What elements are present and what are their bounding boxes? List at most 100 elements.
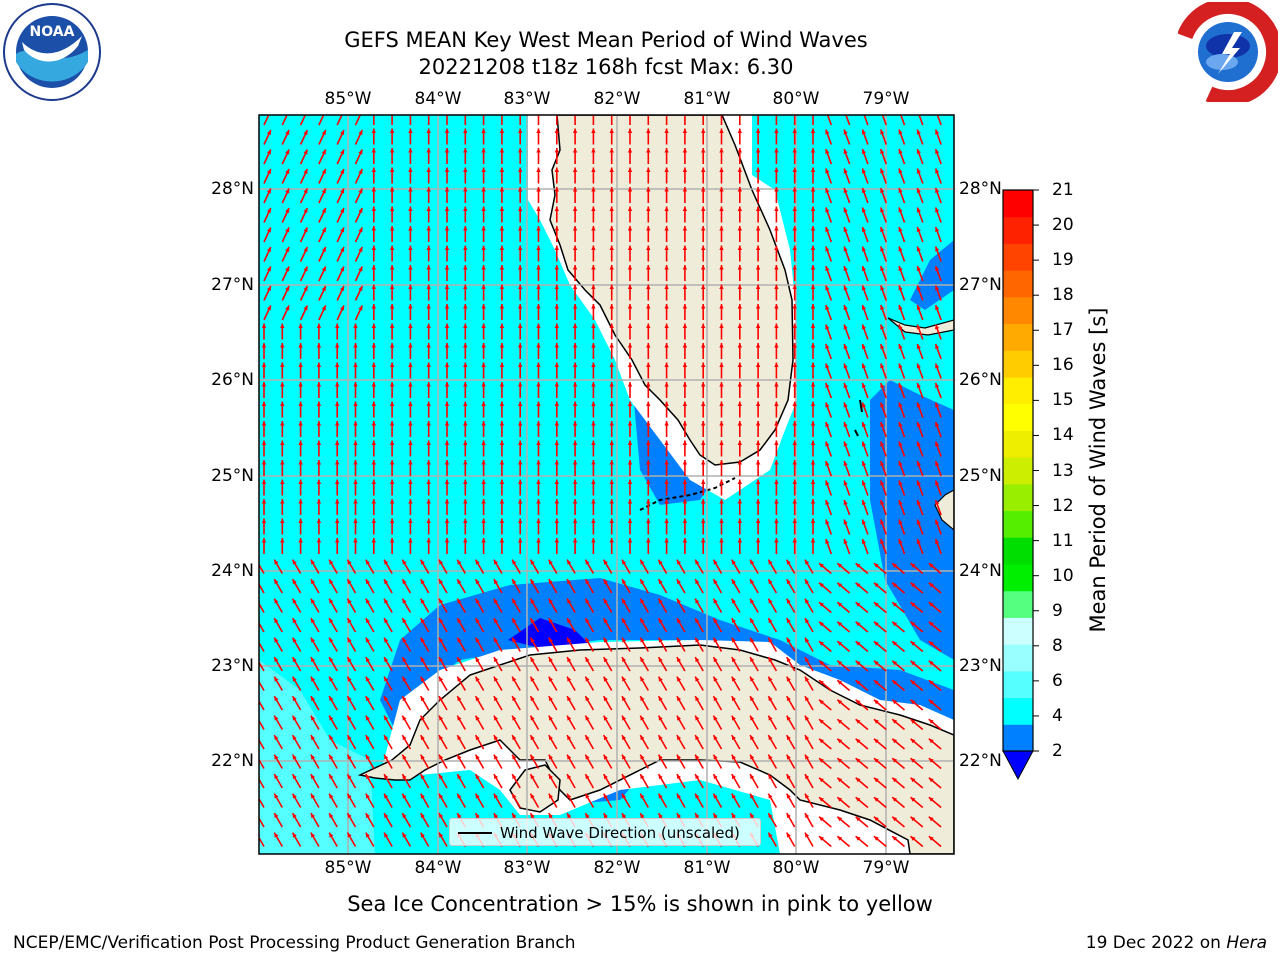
- direction-arrow-head: [353, 382, 358, 387]
- lat-tick-label-left: 22°N: [211, 751, 254, 771]
- direction-arrow-head: [321, 305, 326, 311]
- direction-arrow-head: [737, 362, 742, 368]
- direction-arrow-head: [493, 715, 499, 721]
- direction-arrow-head: [819, 602, 824, 607]
- direction-arrow-head: [554, 382, 559, 387]
- direction-arrow-head: [861, 480, 867, 486]
- direction-arrow-head: [737, 421, 742, 426]
- direction-arrow-head: [457, 754, 462, 760]
- direction-arrow-head: [512, 559, 517, 565]
- direction-arrow-head: [298, 343, 303, 348]
- ocean-field-light: [259, 660, 375, 854]
- direction-arrow-head: [861, 343, 867, 349]
- direction-arrow-head: [774, 499, 779, 504]
- direction-arrow-head: [774, 479, 779, 485]
- direction-arrow-head: [548, 813, 553, 819]
- direction-arrow-head: [292, 696, 297, 702]
- direction-arrow-head: [353, 479, 358, 485]
- direction-arrow-head: [713, 735, 718, 741]
- direction-arrow-head: [402, 696, 407, 702]
- direction-arrow-head: [444, 206, 450, 212]
- direction-arrow-head: [499, 518, 505, 524]
- direction-arrow-head: [892, 719, 898, 724]
- direction-arrow-head: [389, 206, 395, 212]
- direction-arrow-head: [292, 774, 297, 780]
- colorbar-segment: [1003, 216, 1033, 244]
- direction-arrow-head: [603, 696, 608, 702]
- direction-arrow-head: [408, 284, 413, 290]
- direction-arrow-head: [439, 735, 444, 741]
- direction-arrow-head: [861, 402, 867, 408]
- direction-arrow-head: [329, 793, 334, 799]
- direction-arrow-head: [737, 226, 742, 231]
- lat-tick-label-left: 28°N: [211, 179, 254, 199]
- colorbar-segment: [1003, 510, 1033, 538]
- direction-arrow-head: [768, 793, 773, 799]
- direction-arrow-head: [292, 657, 297, 663]
- direction-arrow: [281, 115, 288, 126]
- direction-arrow-head: [805, 715, 810, 721]
- direction-arrow-head: [457, 598, 462, 604]
- direction-arrow-head: [567, 774, 572, 780]
- direction-arrow-head: [755, 518, 761, 524]
- direction-arrow-head: [572, 245, 578, 251]
- lat-tick-label-right: 24°N: [959, 561, 1002, 581]
- direction-arrow-head: [439, 832, 444, 838]
- direction-arrow-head: [340, 129, 345, 135]
- direction-arrow-head: [731, 715, 736, 721]
- direction-arrow-head: [622, 676, 627, 682]
- direction-arrow-head: [695, 754, 700, 760]
- direction-arrow-head: [719, 440, 724, 446]
- direction-arrow-head: [274, 715, 279, 721]
- direction-arrow-head: [572, 421, 578, 426]
- direction-arrow-head: [774, 538, 779, 543]
- direction-arrow-head: [329, 618, 334, 624]
- direction-arrow-head: [310, 754, 316, 760]
- direction-arrow-head: [426, 440, 431, 446]
- direction-arrow-head: [627, 479, 633, 485]
- direction-arrow-head: [658, 735, 663, 741]
- direction-arrow-head: [737, 343, 742, 348]
- direction-arrow-head: [737, 304, 742, 309]
- direction-arrow-head: [755, 401, 761, 407]
- direction-arrow-head: [843, 207, 848, 213]
- direction-arrow-head: [499, 421, 505, 426]
- direction-arrow-head: [719, 538, 724, 543]
- direction-arrow-head: [750, 618, 755, 624]
- direction-arrow-head: [855, 621, 861, 627]
- direction-arrow-head: [640, 774, 645, 780]
- direction-arrow-head: [899, 110, 903, 115]
- direction-arrow-head: [640, 793, 645, 799]
- direction-arrow-head: [928, 602, 934, 607]
- direction-arrow-head: [310, 657, 316, 663]
- direction-arrow-head: [567, 696, 572, 702]
- direction-arrow-head: [861, 168, 867, 174]
- direction-arrow-head: [499, 401, 505, 407]
- direction-arrow-head: [873, 563, 879, 568]
- direction-arrow-head: [298, 323, 303, 329]
- direction-arrow-head: [609, 343, 614, 348]
- direction-arrow-head: [664, 323, 669, 329]
- direction-arrow-head: [408, 109, 412, 114]
- direction-arrow-head: [572, 499, 578, 504]
- direction-arrow-head: [792, 167, 797, 173]
- direction-arrow-head: [499, 226, 505, 231]
- direction-arrow-head: [843, 343, 848, 349]
- direction-arrow-head: [837, 719, 843, 724]
- direction-arrow: [826, 115, 833, 126]
- lon-tick-label-top: 81°W: [683, 89, 731, 109]
- direction-arrow-head: [554, 265, 559, 270]
- direction-arrow-head: [774, 167, 779, 173]
- direction-arrow-head: [554, 538, 559, 543]
- direction-arrow-head: [768, 754, 773, 760]
- direction-arrow-head: [719, 109, 723, 114]
- direction-arrow-head: [755, 167, 761, 173]
- direction-arrow-head: [358, 246, 363, 252]
- direction-arrow-head: [873, 621, 879, 627]
- direction-arrow-head: [701, 499, 706, 504]
- direction-arrow-head: [463, 323, 468, 329]
- direction-arrow-head: [475, 559, 480, 565]
- direction-arrow-head: [880, 148, 885, 154]
- direction-arrow-head: [719, 479, 724, 485]
- direction-arrow-head: [910, 641, 916, 646]
